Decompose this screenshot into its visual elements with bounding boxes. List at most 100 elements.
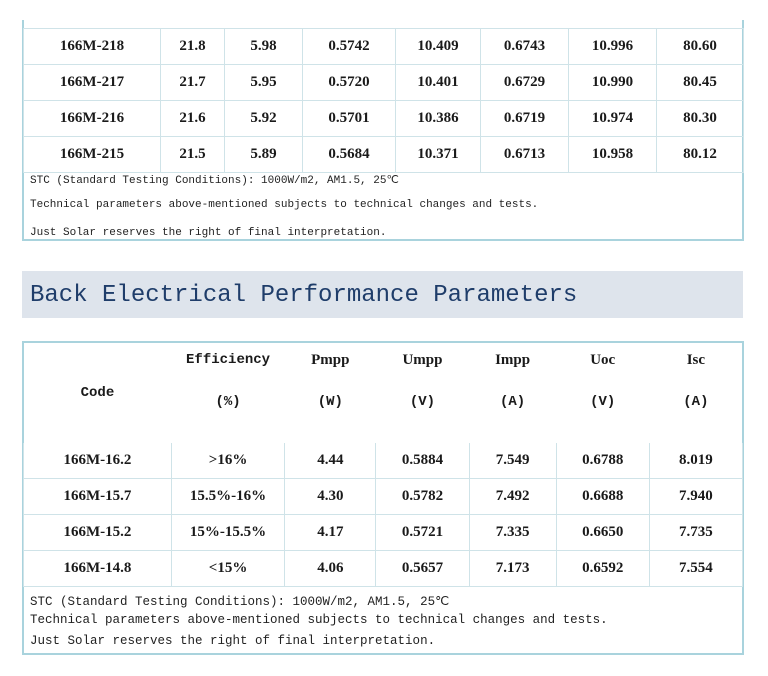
header-unit: (W) <box>317 393 343 410</box>
header-code: Code <box>24 343 172 443</box>
header-isc: Isc (A) <box>649 343 742 443</box>
value-cell: 5.95 <box>224 64 303 101</box>
value-cell: 0.5782 <box>375 478 470 515</box>
table-row: 166M-15.2 15%-15.5% 4.17 0.5721 7.335 0.6650 7… <box>23 514 744 551</box>
value-cell: 5.98 <box>224 28 303 65</box>
value-cell: 10.958 <box>568 136 657 173</box>
front-note-stc: STC (Standard Testing Conditions): 1000W… <box>30 175 399 187</box>
value-cell: 21.8 <box>160 28 225 65</box>
back-note-technical: Technical parameters above-mentioned sub… <box>30 613 608 627</box>
value-cell: 7.549 <box>468 442 557 479</box>
value-cell: 0.5657 <box>375 550 470 587</box>
value-cell: 0.5742 <box>302 28 396 65</box>
value-cell: 0.6729 <box>480 64 569 101</box>
value-cell: 7.940 <box>648 478 744 515</box>
header-name: Isc <box>686 351 706 368</box>
value-cell: 4.17 <box>284 514 377 551</box>
front-parameters-table: 166M-218 21.8 5.98 0.5742 10.409 0.6743 10.996… <box>23 28 744 173</box>
value-cell: 0.6650 <box>555 514 650 551</box>
table-row: 166M-215 21.5 5.89 0.5684 10.371 0.6713 10.958… <box>23 136 744 173</box>
value-cell: 4.06 <box>284 550 377 587</box>
table-row: 166M-16.2 >16% 4.44 0.5884 7.549 0.6788 8.019 <box>23 442 744 479</box>
back-table-header-row: Code Efficiency (%) Pmpp (W) Umpp (V) Impp (A) U… <box>24 343 743 443</box>
header-impp: Impp (A) <box>469 343 556 443</box>
table-row: 166M-218 21.8 5.98 0.5742 10.409 0.6743 10.996… <box>23 28 744 65</box>
table-row: 166M-217 21.7 5.95 0.5720 10.401 0.6729 10.990… <box>23 64 744 101</box>
value-cell: 0.5721 <box>375 514 470 551</box>
value-cell: 0.6719 <box>480 100 569 137</box>
value-cell: 7.735 <box>648 514 744 551</box>
front-note-rights: Just Solar reserves the right of final i… <box>30 227 387 239</box>
header-name: Umpp <box>402 351 443 368</box>
model-code-cell: 166M-15.2 <box>23 514 172 551</box>
value-cell: 10.409 <box>395 28 481 65</box>
header-unit: (V) <box>409 393 436 410</box>
value-cell: 0.6743 <box>480 28 569 65</box>
value-cell: 7.173 <box>468 550 557 587</box>
header-umpp: Umpp (V) <box>376 343 469 443</box>
model-code-cell: 166M-217 <box>23 64 161 101</box>
value-cell: 4.44 <box>284 442 377 479</box>
value-cell: 7.492 <box>468 478 557 515</box>
value-cell: 0.6788 <box>555 442 650 479</box>
header-name: Efficiency <box>186 351 271 368</box>
header-unit: (A) <box>499 393 526 410</box>
header-name: Uoc <box>590 351 616 368</box>
model-code-cell: 166M-215 <box>23 136 161 173</box>
value-cell: 0.5884 <box>375 442 470 479</box>
value-cell: 7.554 <box>648 550 744 587</box>
value-cell: 10.371 <box>395 136 481 173</box>
value-cell: 21.5 <box>160 136 225 173</box>
value-cell: 0.5720 <box>302 64 396 101</box>
table-row: 166M-216 21.6 5.92 0.5701 10.386 0.6719 10.974… <box>23 100 744 137</box>
model-code-cell: 166M-218 <box>23 28 161 65</box>
value-cell: >16% <box>170 442 286 479</box>
value-cell: 10.996 <box>568 28 657 65</box>
value-cell: 0.6592 <box>555 550 650 587</box>
model-code-cell: 166M-216 <box>23 100 161 137</box>
value-cell: 7.335 <box>468 514 557 551</box>
header-uoc: Uoc (V) <box>556 343 649 443</box>
value-cell: 21.6 <box>160 100 225 137</box>
value-cell: 80.60 <box>656 28 744 65</box>
value-cell: 80.45 <box>656 64 744 101</box>
value-cell: 21.7 <box>160 64 225 101</box>
header-pmpp: Pmpp (W) <box>285 343 376 443</box>
model-code-cell: 166M-15.7 <box>23 478 172 515</box>
value-cell: 10.974 <box>568 100 657 137</box>
section-heading-bar: Back Electrical Performance Parameters <box>22 271 743 318</box>
model-code-cell: 166M-14.8 <box>23 550 172 587</box>
header-name: Impp <box>495 351 531 368</box>
value-cell: 15%-15.5% <box>170 514 286 551</box>
header-code-label: Code <box>80 385 115 401</box>
value-cell: 8.019 <box>648 442 744 479</box>
value-cell: 10.386 <box>395 100 481 137</box>
value-cell: 0.5701 <box>302 100 396 137</box>
value-cell: 10.401 <box>395 64 481 101</box>
value-cell: 80.12 <box>656 136 744 173</box>
value-cell: 0.6713 <box>480 136 569 173</box>
value-cell: 5.89 <box>224 136 303 173</box>
value-cell: 80.30 <box>656 100 744 137</box>
value-cell: 0.6688 <box>555 478 650 515</box>
table-row: 166M-15.7 15.5%-16% 4.30 0.5782 7.492 0.6688 7… <box>23 478 744 515</box>
value-cell: 15.5%-16% <box>170 478 286 515</box>
header-unit: (%) <box>215 393 241 410</box>
section-heading: Back Electrical Performance Parameters <box>30 282 578 309</box>
front-note-technical: Technical parameters above-mentioned sub… <box>30 199 539 211</box>
back-note-stc: STC (Standard Testing Conditions): 1000W… <box>30 595 450 609</box>
value-cell: 5.92 <box>224 100 303 137</box>
back-note-rights: Just Solar reserves the right of final i… <box>30 634 436 648</box>
header-unit: (V) <box>590 393 616 410</box>
model-code-cell: 166M-16.2 <box>23 442 172 479</box>
header-name: Pmpp <box>311 351 350 368</box>
value-cell: 10.990 <box>568 64 657 101</box>
value-cell: <15% <box>170 550 286 587</box>
header-efficiency: Efficiency (%) <box>171 343 284 443</box>
back-parameters-table: Code Efficiency (%) Pmpp (W) Umpp (V) Impp (A) U… <box>23 342 744 587</box>
header-unit: (A) <box>683 393 709 410</box>
back-table-frame <box>22 341 744 655</box>
value-cell: 0.5684 <box>302 136 396 173</box>
table-row: 166M-14.8 <15% 4.06 0.5657 7.173 0.6592 7.554 <box>23 550 744 587</box>
value-cell: 4.30 <box>284 478 377 515</box>
